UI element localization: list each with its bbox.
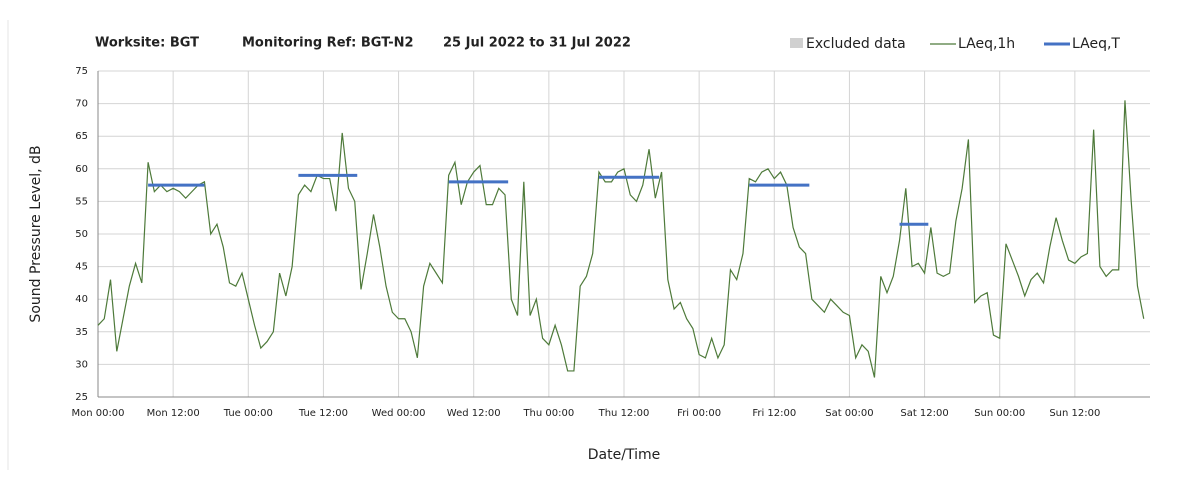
legend-label: LAeq,T: [1072, 36, 1120, 52]
legend-swatch-excluded: [790, 38, 803, 48]
x-tick-label: Wed 00:00: [372, 408, 426, 419]
x-tick-label: Thu 00:00: [522, 408, 574, 419]
x-tick-label: Fri 12:00: [752, 408, 796, 419]
x-tick-label: Wed 12:00: [447, 408, 501, 419]
x-tick-label: Sun 00:00: [974, 408, 1025, 419]
x-tick-label: Fri 00:00: [677, 408, 721, 419]
y-axis-label: Sound Pressure Level, dB: [28, 145, 44, 322]
x-tick-label: Sat 12:00: [900, 408, 948, 419]
title-ref: Monitoring Ref: BGT-N2: [242, 36, 414, 51]
legend-label: LAeq,1h: [958, 36, 1015, 52]
x-tick-label: Mon 00:00: [71, 408, 124, 419]
x-tick-label: Sat 00:00: [825, 408, 873, 419]
y-tick-label: 55: [75, 196, 88, 207]
x-tick-label: Tue 12:00: [298, 408, 348, 419]
x-tick-label: Tue 00:00: [223, 408, 273, 419]
y-tick-label: 25: [75, 392, 88, 403]
y-tick-label: 40: [75, 294, 88, 305]
x-tick-label: Sun 12:00: [1049, 408, 1100, 419]
y-tick-label: 75: [75, 66, 88, 77]
y-tick-label: 50: [75, 229, 88, 240]
y-tick-label: 45: [75, 262, 88, 273]
x-tick-label: Mon 12:00: [147, 408, 200, 419]
x-tick-label: Thu 12:00: [598, 408, 650, 419]
y-tick-label: 65: [75, 131, 88, 142]
series-line: [97, 100, 1145, 378]
x-axis-label: Date/Time: [588, 447, 660, 463]
y-tick-label: 35: [75, 327, 88, 338]
y-tick-label: 30: [75, 359, 88, 370]
y-tick-label: 60: [75, 164, 88, 175]
title-worksite: Worksite: BGT: [95, 36, 199, 51]
title-dates: 25 Jul 2022 to 31 Jul 2022: [443, 36, 631, 51]
legend-label-excluded: Excluded data: [806, 36, 906, 52]
y-tick-label: 70: [75, 99, 88, 110]
